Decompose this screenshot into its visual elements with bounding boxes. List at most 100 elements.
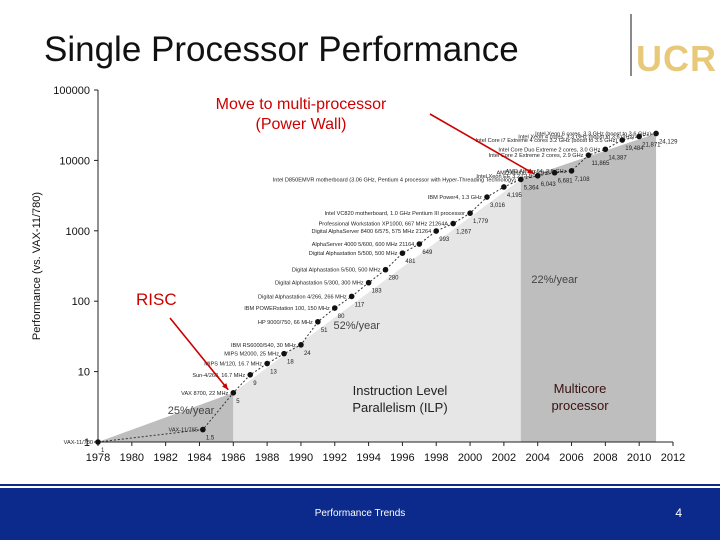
machine-label: IBM RS6000/540, 30 MHz xyxy=(231,343,296,349)
arrow-risc xyxy=(169,317,229,391)
data-value-label: 14,387 xyxy=(608,155,627,161)
data-point xyxy=(399,250,406,256)
data-value-label: 9 xyxy=(253,381,257,387)
x-tick-label: 1998 xyxy=(424,452,448,464)
data-point xyxy=(517,176,524,183)
y-tick-label: 1 xyxy=(84,437,90,449)
machine-label: MIPS M/120, 16.7 MHz xyxy=(204,362,262,368)
data-point xyxy=(450,220,456,227)
y-tick-label: 100 xyxy=(72,296,90,308)
data-value-label: 51 xyxy=(321,328,328,334)
machine-label: Intel Core Duo Extreme 2 cores, 3.0 GHz xyxy=(498,147,600,153)
data-value-label: 19,484 xyxy=(625,146,644,152)
machine-label: IBM Power4, 1.3 GHz xyxy=(428,195,482,201)
footer-divider xyxy=(0,484,720,486)
annotation-multiprocessor: Move to multi-processor (Power Wall) xyxy=(166,95,436,135)
data-point xyxy=(484,194,490,200)
data-point xyxy=(534,172,541,179)
machine-label: Intel VC820 motherboard, 1.0 GHz Pentium… xyxy=(325,211,466,217)
machine-label: Intel D850EMVR motherboard (3.06 GHz, Pe… xyxy=(273,177,516,183)
trend-line xyxy=(97,132,657,443)
data-value-label: 21,871 xyxy=(642,142,661,148)
data-value-label: 18 xyxy=(287,360,294,366)
region-multicore xyxy=(520,133,657,442)
growth-rate-label: 52%/year xyxy=(334,320,381,332)
x-tick-label: 2006 xyxy=(559,452,583,464)
data-point xyxy=(636,133,642,140)
data-value-label: 280 xyxy=(389,276,400,282)
x-tick-label: 2000 xyxy=(458,452,482,464)
data-value-label: 1,779 xyxy=(473,219,489,225)
machine-label: VAX-11/785 xyxy=(169,428,198,434)
machine-label: AMD Athlon, 2.6 GHz xyxy=(496,171,549,177)
data-point xyxy=(247,372,254,378)
x-tick-label: 1992 xyxy=(323,452,347,464)
x-tick-label: 1988 xyxy=(255,452,279,464)
data-value-label: 24,129 xyxy=(659,139,678,145)
machine-label: AMD Athlon 64, 2.8 GHz xyxy=(506,169,567,175)
data-point xyxy=(315,318,321,325)
machine-label: Digital Alphastation 5/300, 300 MHz xyxy=(275,281,364,287)
data-value-label: 1,267 xyxy=(456,230,472,236)
x-tick-label: 1986 xyxy=(221,452,245,464)
logo-text: UCR xyxy=(636,38,717,79)
data-value-label: 6,043 xyxy=(541,182,557,188)
x-tick-label: 2004 xyxy=(525,452,549,464)
x-tick-label: 2002 xyxy=(492,452,516,464)
growth-rate-label: 22%/year xyxy=(531,274,578,286)
region-early xyxy=(98,392,234,442)
machine-label: Digital AlphaServer 8400 6/575, 575 MHz … xyxy=(312,229,432,235)
data-value-label: 5 xyxy=(236,399,240,405)
data-point xyxy=(298,342,304,348)
ucr-logo: UCR xyxy=(622,14,716,79)
data-value-label: 1 xyxy=(101,448,105,454)
x-tick-label: 1980 xyxy=(120,452,144,464)
data-point xyxy=(551,169,558,176)
machine-label: Intel Core i7 Extreme 4 cores 3.2 GHz (b… xyxy=(475,138,617,144)
machine-label: MIPS M2000, 25 MHz xyxy=(224,352,279,358)
machine-label: Intel Xeon 4 cores, 3.3 GHz (boost to 3.… xyxy=(518,134,634,140)
annotation-ilp: Instruction Level Parallelism (ILP) xyxy=(330,382,470,416)
data-value-label: 481 xyxy=(405,259,416,265)
annotation-multicore-line1: Multicore xyxy=(553,381,607,396)
data-point xyxy=(416,241,423,247)
machine-label: VAX-11/780 xyxy=(64,440,93,446)
data-point xyxy=(501,184,507,190)
data-value-label: 4,195 xyxy=(507,193,523,199)
machine-label: Professional Workstation XP1000, 667 MHz… xyxy=(319,222,449,228)
machine-label: Intel Core 2 Extreme 2 cores, 2.9 GHz xyxy=(489,153,584,159)
footer-bar xyxy=(0,488,720,540)
machine-label: Digital Alphastation 4/266, 266 MHz xyxy=(258,294,347,300)
x-tick-label: 1996 xyxy=(390,452,414,464)
machine-label: VAX 8700, 22 MHz xyxy=(181,391,228,397)
slide-title: Single Processor Performance xyxy=(44,30,519,69)
data-point xyxy=(365,279,372,286)
data-point xyxy=(95,439,101,445)
footer-title: Performance Trends xyxy=(314,508,406,519)
annotation-multicore-line2: processor xyxy=(551,398,609,413)
data-value-label: 649 xyxy=(422,250,433,256)
x-tick-label: 1990 xyxy=(289,452,313,464)
data-value-label: 5,364 xyxy=(524,185,540,191)
machine-label: Intel Xeon 6 cores, 3.3 GHz (boost to 3.… xyxy=(535,131,651,137)
data-point xyxy=(264,360,270,367)
data-value-label: 3,016 xyxy=(490,203,506,209)
x-tick-label: 1994 xyxy=(356,452,380,464)
y-axis-label: Performance (vs. VAX-11/780) xyxy=(31,192,43,340)
data-point xyxy=(585,152,592,158)
annotation-ilp-line1: Instruction Level xyxy=(352,383,448,398)
annotation-multicore: Multicore processor xyxy=(530,380,630,414)
arrow-multiprocessor-head xyxy=(527,168,535,175)
machine-label: IBM POWERstation 100, 150 MHz xyxy=(244,306,330,312)
machine-label: Intel Xeon EE 3.2 GHz xyxy=(476,174,532,180)
region-ilp xyxy=(233,179,521,443)
x-tick-label: 2010 xyxy=(627,452,651,464)
annotation-multiprocessor-line1: Move to multi-processor xyxy=(215,96,387,113)
data-value-label: 7,108 xyxy=(575,177,591,183)
machine-label: Sun-4/260, 16.7 MHz xyxy=(192,373,245,379)
x-tick-label: 1984 xyxy=(187,452,211,464)
arrow-risc-head xyxy=(222,383,229,390)
arrow-multiprocessor xyxy=(429,113,535,175)
y-tick-label: 10 xyxy=(78,367,90,379)
